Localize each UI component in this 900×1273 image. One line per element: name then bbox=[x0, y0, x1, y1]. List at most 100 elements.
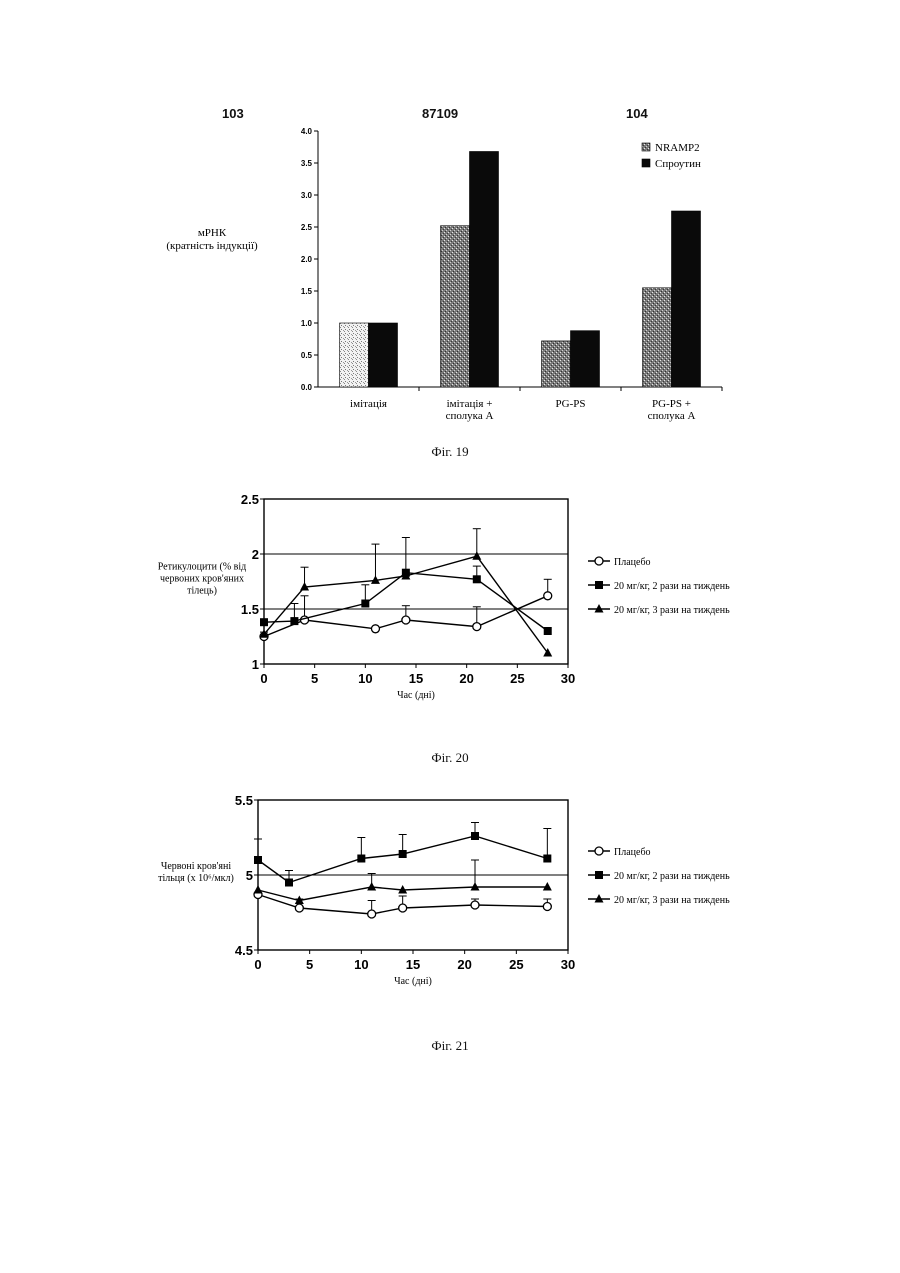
figure-19-caption: Фіг. 19 bbox=[0, 444, 900, 460]
y-tick-label: 5 bbox=[246, 868, 253, 883]
legend-label: NRAMP2 bbox=[655, 142, 700, 154]
legend-label: 20 мг/кг, 3 рази на тиждень bbox=[614, 895, 730, 906]
x-tick-label: 30 bbox=[561, 957, 575, 972]
x-category-label: PG-PS + bbox=[652, 398, 691, 410]
data-point-square bbox=[357, 855, 365, 863]
y-tick-label: 2.5 bbox=[241, 492, 259, 507]
y-axis-label: Ретикулоцити (% від bbox=[158, 562, 247, 573]
x-category-label: імітація bbox=[350, 398, 387, 410]
y-tick-label: 4.0 bbox=[301, 127, 313, 136]
data-point-circle bbox=[295, 904, 303, 912]
data-point-square bbox=[361, 600, 369, 608]
figure-21-line-chart: 4.5 5 5.5 0 5 10 15 20 25 30 Час (дні) Червоні кров… bbox=[158, 793, 730, 987]
x-tick-label: 5 bbox=[306, 957, 313, 972]
data-point-triangle bbox=[595, 604, 604, 613]
figure-20-caption: Фіг. 20 bbox=[0, 750, 900, 766]
data-point-circle bbox=[543, 903, 551, 911]
figure-21-caption: Фіг. 21 bbox=[0, 1038, 900, 1054]
x-tick-label: 15 bbox=[406, 957, 420, 972]
data-point-square bbox=[399, 850, 407, 858]
x-tick-label: 30 bbox=[561, 671, 575, 686]
y-tick-label: 0.0 bbox=[301, 383, 313, 392]
legend-label: 20 мг/кг, 2 рази на тиждень bbox=[614, 871, 730, 882]
data-point-circle bbox=[399, 904, 407, 912]
data-point-square bbox=[260, 618, 268, 626]
data-point-square bbox=[290, 617, 298, 625]
x-tick-label: 20 bbox=[457, 957, 471, 972]
data-point-circle bbox=[471, 901, 479, 909]
y-tick-label: 4.5 bbox=[235, 943, 253, 958]
y-axis-label: мРНК bbox=[198, 227, 227, 239]
y-tick-label: 2.5 bbox=[301, 223, 313, 232]
legend-label: Спроутин bbox=[655, 158, 701, 170]
x-tick-label: 10 bbox=[354, 957, 368, 972]
bar-sproutin bbox=[672, 211, 701, 387]
x-tick-label: 25 bbox=[510, 671, 524, 686]
x-tick-label: 25 bbox=[509, 957, 523, 972]
y-tick-label: 1.5 bbox=[301, 287, 313, 296]
data-point-square bbox=[473, 575, 481, 583]
bar-sproutin bbox=[470, 151, 499, 387]
y-axis-label: тілець) bbox=[187, 586, 217, 597]
y-tick-label: 5.5 bbox=[235, 793, 253, 808]
data-point-square bbox=[285, 879, 293, 887]
x-category-label: PG-PS bbox=[556, 398, 586, 410]
x-tick-label: 15 bbox=[409, 671, 423, 686]
x-axis-label: Час (дні) bbox=[397, 690, 435, 701]
data-point-square bbox=[471, 832, 479, 840]
x-category-label: сполука А bbox=[446, 410, 494, 422]
data-point-triangle bbox=[472, 551, 481, 560]
data-point-circle bbox=[473, 623, 481, 631]
data-point-triangle bbox=[471, 882, 480, 891]
y-axis-label: Червоні кров'яні bbox=[161, 861, 232, 872]
data-point-square bbox=[595, 871, 603, 879]
figure-19-bar-chart: 0.0 0.5 1.0 1.5 2.0 2.5 3.0 3.5 4.0 імітація іміта… bbox=[166, 127, 722, 422]
x-category-label: сполука А bbox=[648, 410, 696, 422]
data-point-circle bbox=[595, 847, 603, 855]
y-axis-label: червоних кров'яних bbox=[160, 574, 244, 585]
legend-label: 20 мг/кг, 2 рази на тиждень bbox=[614, 581, 730, 592]
y-tick-label: 2 bbox=[252, 547, 259, 562]
x-tick-label: 0 bbox=[260, 671, 267, 686]
y-tick-label: 3.0 bbox=[301, 191, 313, 200]
y-tick-label: 1 bbox=[252, 657, 259, 672]
bar-nramp2 bbox=[340, 323, 369, 387]
bar-nramp2 bbox=[643, 288, 672, 387]
data-point-square bbox=[544, 627, 552, 635]
x-tick-label: 5 bbox=[311, 671, 318, 686]
y-axis-label: (кратність індукції) bbox=[166, 240, 258, 252]
y-tick-label: 1.5 bbox=[241, 602, 259, 617]
x-category-label: імітація + bbox=[447, 398, 493, 410]
data-point-triangle bbox=[543, 882, 552, 891]
plot-frame bbox=[264, 499, 568, 664]
y-tick-label: 3.5 bbox=[301, 159, 313, 168]
figure-20-line-chart: 1 1.5 2 2.5 0 5 10 15 20 25 30 Час (дні) Ретикулоцит… bbox=[158, 492, 730, 701]
x-axis-label: Час (дні) bbox=[394, 976, 432, 987]
legend-swatch bbox=[642, 159, 650, 167]
data-point-triangle bbox=[595, 894, 604, 903]
y-axis-label: тільця (x 10⁶/мкл) bbox=[158, 873, 234, 884]
data-point-circle bbox=[595, 557, 603, 565]
legend-swatch bbox=[642, 143, 650, 151]
y-tick-label: 0.5 bbox=[301, 351, 313, 360]
data-point-circle bbox=[402, 616, 410, 624]
legend-label: Плацебо bbox=[614, 847, 651, 858]
bar-sproutin bbox=[571, 331, 600, 387]
bar-sproutin bbox=[369, 323, 398, 387]
data-point-square bbox=[254, 856, 262, 864]
bar-nramp2 bbox=[542, 341, 571, 387]
data-point-circle bbox=[371, 625, 379, 633]
y-tick-label: 2.0 bbox=[301, 255, 313, 264]
x-tick-label: 20 bbox=[459, 671, 473, 686]
legend-label: Плацебо bbox=[614, 557, 651, 568]
x-tick-label: 0 bbox=[254, 957, 261, 972]
bar-nramp2 bbox=[441, 226, 470, 387]
data-point-square bbox=[543, 855, 551, 863]
data-point-circle bbox=[368, 910, 376, 918]
legend-label: 20 мг/кг, 3 рази на тиждень bbox=[614, 605, 730, 616]
x-tick-label: 10 bbox=[358, 671, 372, 686]
y-tick-label: 1.0 bbox=[301, 319, 313, 328]
data-point-square bbox=[595, 581, 603, 589]
data-point-triangle bbox=[367, 882, 376, 891]
